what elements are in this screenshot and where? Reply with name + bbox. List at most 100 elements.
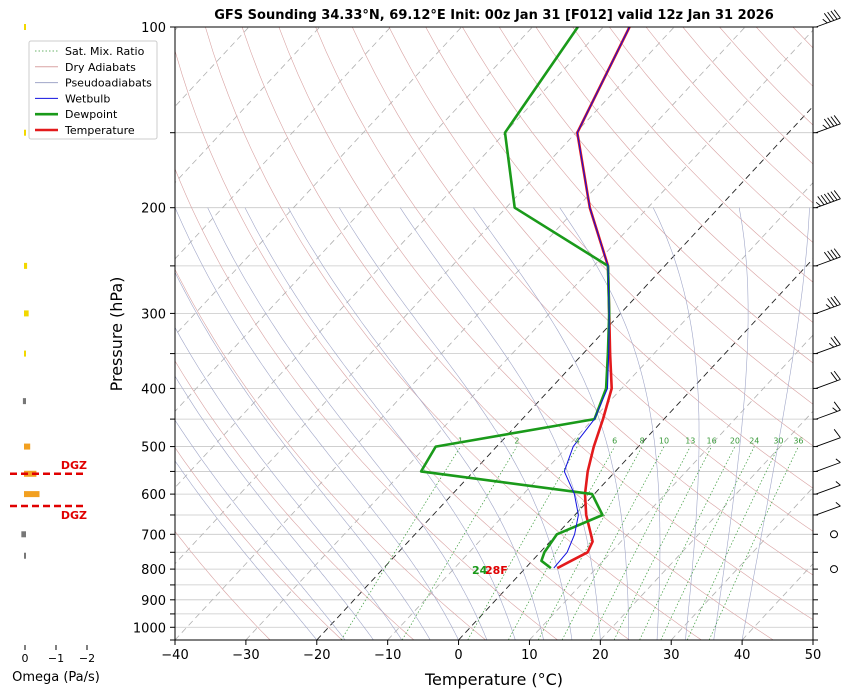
dry-adiabat [425, 27, 813, 447]
wind-barb-feather [833, 9, 841, 19]
mixing-ratio-label: 8 [640, 437, 645, 446]
y-tick-label: 500 [141, 441, 166, 456]
mixing-ratio-label: 10 [659, 437, 669, 446]
dry-adiabat [572, 27, 813, 283]
dry-adiabat [388, 27, 813, 489]
wind-barb-feather [829, 343, 835, 348]
wind-barb-shaft [815, 17, 841, 28]
dry-adiabat [645, 27, 813, 204]
x-tick-label: 50 [805, 648, 822, 663]
wind-barb-feather [817, 196, 825, 206]
dgz-label: DGZ [61, 509, 87, 522]
legend-entry: Sat. Mix. Ratio [65, 45, 145, 58]
wind-barb-feather [835, 458, 841, 463]
x-tick-label: −20 [303, 648, 330, 663]
wind-barb-feather [830, 372, 838, 381]
omega-bar [22, 398, 26, 405]
y-tick-label: 1000 [133, 621, 166, 636]
surface-temperature-label: 28F [485, 564, 508, 577]
x-tick-label: 40 [734, 648, 751, 663]
wind-barb-shaft [815, 484, 841, 495]
wind-barb-feather [833, 115, 841, 125]
pseudoadiabat [652, 207, 700, 640]
pseudoadiabat [175, 326, 403, 640]
wind-barb-shaft [815, 344, 841, 355]
mixing-ratio-line [467, 446, 578, 640]
pseudoadiabat [339, 207, 573, 640]
wind-barb-feather [833, 248, 841, 258]
wind-barb-feather [830, 337, 838, 347]
mixing-ratio-label: 2 [514, 437, 519, 446]
y-tick-label: 800 [141, 563, 166, 578]
isotherm [387, 182, 813, 640]
omega-bar [21, 531, 26, 538]
dry-adiabat [315, 27, 813, 576]
y-tick-label: 400 [141, 382, 166, 397]
wind-barb-feather [823, 13, 831, 22]
mixing-ratio-label: 16 [707, 437, 717, 446]
mixing-ratio-line [613, 446, 712, 640]
omega-tick-label: −1 [48, 652, 64, 665]
axis-ticks: −40 −30 −20 −10 0 10 20 30 40 50 100 200 300 400 500 60… [133, 21, 821, 663]
omega-bar [24, 443, 31, 450]
mixing-ratio-labels: 1 2 4 6 8 10 13 16 20 24 30 36 [458, 437, 803, 446]
wind-barb-feather [833, 401, 841, 411]
omega-bar [24, 470, 37, 477]
dry-adiabat [175, 530, 271, 640]
pseudoadiabat [207, 207, 488, 640]
wind-barb-shaft [815, 198, 841, 209]
wind-barb-feather [835, 502, 841, 507]
wind-barb-feather [827, 117, 835, 127]
legend-entry: Dewpoint [65, 108, 118, 121]
wind-barb-feather [815, 201, 821, 207]
dry-adiabat [205, 27, 702, 640]
wind-barb-feather [823, 193, 831, 203]
x-axis-label: Temperature (°C) [424, 670, 563, 689]
background-lines [175, 27, 813, 640]
x-tick-label: 30 [663, 648, 680, 663]
wind-barbs [815, 9, 841, 574]
omega-bar [24, 491, 40, 498]
omega-bar [24, 552, 26, 559]
mixing-ratio-label: 36 [793, 437, 803, 446]
wind-barb-shaft [815, 462, 841, 472]
legend-entry: Wetbulb [65, 92, 110, 105]
pseudoadiabat [175, 207, 459, 640]
legend: Sat. Mix. Ratio Dry Adiabats Pseudoadiabat… [28, 40, 158, 140]
wind-barb-feather [830, 249, 838, 259]
pseudoadiabat [399, 207, 601, 640]
pseudoadiabat [175, 460, 318, 640]
wind-barb-shaft [815, 256, 841, 267]
legend-entry: Pseudoadiabats [65, 77, 152, 90]
mixing-ratio-line [561, 446, 665, 640]
dry-adiabat [241, 27, 774, 640]
y-tick-label: 300 [141, 307, 166, 322]
pseudoadiabat [175, 375, 374, 640]
wind-barb-shaft [815, 409, 841, 420]
wind-barb-feather [823, 251, 831, 261]
mixing-ratio-line [508, 446, 616, 640]
wind-barb-feather [822, 18, 828, 24]
wind-barb-feather [830, 191, 838, 201]
x-tick-label: −40 [161, 648, 188, 663]
data-lines [419, 27, 631, 570]
dry-adiabat [462, 27, 813, 405]
isotherm [670, 486, 813, 640]
omega-panel: 0 −1 −2 Omega (Pa/s) [12, 24, 100, 685]
mixing-ratio-line [340, 446, 461, 640]
wind-barb-shaft [815, 379, 841, 389]
wind-barb-feather [833, 370, 841, 380]
mixing-ratio-label: 30 [773, 437, 783, 446]
wind-barb-feather [820, 194, 828, 204]
pseudoadiabat [713, 207, 749, 640]
wind-barb-feather [830, 297, 838, 306]
dry-adiabat [755, 27, 813, 87]
wind-barb-shaft [815, 304, 841, 314]
omega-bar [24, 262, 28, 269]
plot-frame [174, 26, 814, 641]
y-tick-label: 900 [141, 594, 166, 609]
wind-barb-feather [833, 429, 841, 438]
wind-barb-feather [830, 10, 838, 20]
chart-title: GFS Sounding 34.33°N, 69.12°E Init: 00z … [214, 8, 774, 23]
